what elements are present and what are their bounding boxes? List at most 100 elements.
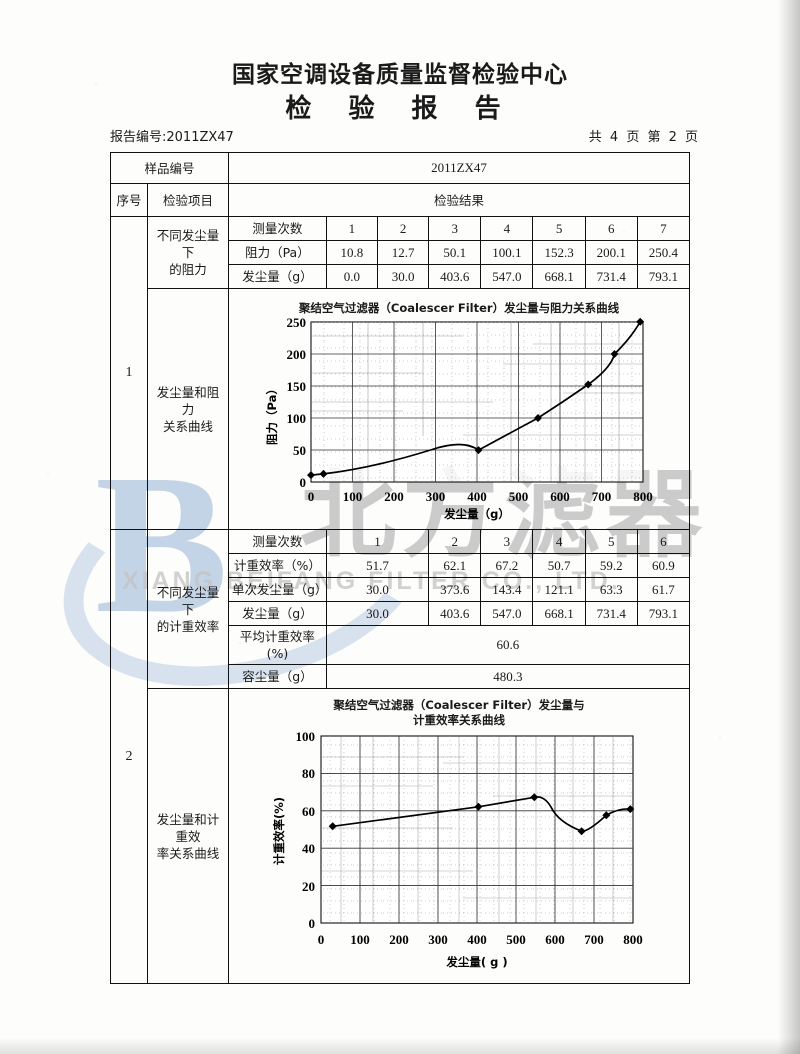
svg-text:0: 0: [299, 475, 306, 490]
r2-c5-v1: 60.9: [636, 553, 691, 578]
r2-c5-v2: 61.7: [636, 577, 691, 602]
r2-label-0: 测量次数: [227, 529, 327, 554]
r1-c4-v2: 668.1: [532, 264, 586, 289]
svg-text:200: 200: [384, 489, 404, 504]
r2-c0-v1: 51.7: [325, 553, 430, 578]
svg-text:600: 600: [545, 932, 565, 947]
chart-resistance-yticks: 250 200 150 100 50 0: [286, 316, 306, 490]
r2-c4-v3: 731.4: [584, 601, 638, 626]
r1-label-0: 测量次数: [227, 216, 327, 241]
row1-item-resistance: 不同发尘量下 的阻力: [147, 216, 229, 289]
svg-text:700: 700: [592, 489, 612, 504]
r2-c2-v1: 67.2: [480, 553, 534, 578]
r1-c2-v0: 3: [428, 216, 482, 241]
r2-avg-label: 平均计重效率(%): [227, 625, 327, 665]
svg-text:400: 400: [467, 489, 487, 504]
sample-no-value: 2011ZX47: [227, 152, 691, 184]
r2-dust-label: 容尘量（g）: [227, 664, 327, 689]
r2-c3-v2: 121.1: [532, 577, 586, 602]
r2-label-1: 计重效率（%）: [227, 553, 327, 578]
chart-efficiency-title-line1: 聚结空气过滤器（Coalescer Filter）发尘量与: [333, 698, 585, 712]
chart-efficiency-artifacts: [320, 736, 633, 923]
r1-c0-v1: 10.8: [325, 240, 379, 265]
chart-efficiency-title: 聚结空气过滤器（Coalescer Filter）发尘量与 计重效率关系曲线: [229, 694, 689, 728]
chart-efficiency-xticks: 0 100 200 300 400 500 600 700 800: [318, 932, 643, 947]
table-row-r2-average: 平均计重效率(%) 60.6: [111, 625, 691, 665]
page-indicator: 共 4 页 第 2 页: [588, 130, 700, 145]
svg-text:800: 800: [623, 932, 643, 947]
r1-c5-v0: 6: [584, 216, 638, 241]
r2-avg-value: 60.6: [325, 625, 691, 665]
r2-c0-v3: 30.0: [325, 601, 430, 626]
chart-cell-efficiency: 聚结空气过滤器（Coalescer Filter）发尘量与 计重效率关系曲线: [227, 688, 691, 984]
svg-text:150: 150: [286, 379, 306, 394]
svg-text:200: 200: [286, 347, 306, 362]
r2-c0-v2: 30.0: [325, 577, 430, 602]
r2-label-2: 单次发尘量（g）: [227, 577, 327, 602]
svg-text:20: 20: [302, 879, 315, 894]
svg-text:100: 100: [295, 729, 315, 744]
row2-item-curve-text: 发尘量和计重效 率关系曲线: [156, 811, 220, 861]
row2-item-efficiency: 不同发尘量下 的计重效率: [147, 529, 229, 689]
r2-c2-v3: 547.0: [480, 601, 534, 626]
row2-item-efficiency-text: 不同发尘量下 的计重效率: [156, 584, 220, 634]
svg-text:100: 100: [350, 932, 370, 947]
chart-efficiency-svg: 100 80 60 40 20 0 0 100 200 300: [272, 729, 643, 969]
r2-c1-v3: 403.6: [428, 601, 482, 626]
svg-text:0: 0: [308, 916, 315, 931]
r2-c1-v2: 373.6: [428, 577, 482, 602]
table-row-r2-total-dust: 发尘量（g） 30.0 403.6 547.0 668.1 731.4 793.…: [111, 601, 691, 626]
row1-item-curve: 发尘量和阻力 关系曲线: [147, 288, 229, 530]
svg-text:300: 300: [426, 489, 446, 504]
r1-c0-v0: 1: [325, 216, 379, 241]
svg-text:80: 80: [302, 766, 315, 781]
table-row-r2-single-dust: 单次发尘量（g） 30.0 373.6 143.4 121.1 63.3 61.…: [111, 577, 691, 602]
table-row-r2-measure: 2 不同发尘量下 的计重效率 测量次数 1 2 3 4 5 6: [109, 529, 691, 984]
chart-resistance-ylabel: 阻力（Pa）: [265, 383, 279, 445]
r1-c1-v1: 12.7: [376, 240, 430, 265]
r1-c6-v0: 7: [636, 216, 691, 241]
r2-c3-v3: 668.1: [532, 601, 586, 626]
chart-efficiency-ylabel: 计重效率(%): [272, 797, 286, 865]
table-row-sample-no: 样品编号 2011ZX47: [110, 152, 691, 184]
svg-text:40: 40: [302, 841, 315, 856]
column-header-item: 检验项目: [147, 183, 229, 217]
r2-c1-v1: 62.1: [428, 553, 482, 578]
report-number: 报告编号:2011ZX47: [110, 126, 234, 145]
row1-item-resistance-text: 不同发尘量下 的阻力: [156, 228, 220, 277]
row1-item-curve-text: 发尘量和阻力 关系曲线: [156, 384, 220, 434]
chart-efficiency-yticks: 100 80 60 40 20 0: [295, 729, 315, 931]
chart-resistance-title: 聚结空气过滤器（Coalescer Filter）发尘量与阻力关系曲线: [229, 297, 689, 316]
chart-resistance-wrap: 聚结空气过滤器（Coalescer Filter）发尘量与阻力关系曲线: [229, 297, 689, 521]
chart-resistance-title-line1: 聚结空气过滤器（Coalescer Filter）发尘量与阻力关系曲线: [298, 301, 620, 315]
organization-title: 国家空调设备质量监督检验中心: [232, 62, 568, 88]
chart-efficiency-vgrid: [359, 736, 595, 923]
chart-efficiency-title-line2: 计重效率关系曲线: [412, 713, 505, 727]
chart-efficiency-markers: [328, 793, 635, 836]
svg-text:50: 50: [293, 443, 306, 458]
svg-text:700: 700: [584, 932, 604, 947]
svg-text:300: 300: [428, 932, 448, 947]
table-row-r1-resistance: 阻力（Pa） 10.8 12.7 50.1 100.1 152.3 200.1 …: [111, 240, 691, 265]
r1-c5-v2: 731.4: [584, 264, 638, 289]
sample-no-label: 样品编号: [110, 152, 229, 184]
r1-c1-v2: 30.0: [376, 264, 430, 289]
r2-c1-v0: 2: [428, 529, 482, 554]
row2-item-curve: 发尘量和计重效 率关系曲线: [147, 688, 229, 984]
chart-efficiency-xlabel: 发尘量( g ): [445, 955, 507, 969]
svg-text:0: 0: [318, 932, 325, 947]
table-row-headers: 序号 检验项目 检验结果: [109, 183, 691, 217]
svg-text:400: 400: [467, 932, 487, 947]
r2-dust-value: 480.3: [325, 664, 691, 689]
svg-text:100: 100: [286, 411, 306, 426]
r2-c5-v0: 6: [636, 529, 691, 554]
chart-resistance-markers: [306, 317, 645, 480]
r1-c2-v1: 50.1: [428, 240, 482, 265]
table-row-r1-chart: 发尘量和阻力 关系曲线 聚结空气过滤器（Coalescer Filter）发尘量…: [111, 288, 691, 530]
r2-c0-v0: 1: [325, 529, 430, 554]
r1-label-1: 阻力（Pa）: [227, 240, 327, 265]
table-row-r1-measure: 1 不同发尘量下 的阻力 测量次数 1 2 3 4 5 6 7: [109, 216, 691, 530]
r2-c4-v0: 5: [584, 529, 638, 554]
chart-resistance-xlabel: 发尘量（g）: [443, 507, 510, 521]
